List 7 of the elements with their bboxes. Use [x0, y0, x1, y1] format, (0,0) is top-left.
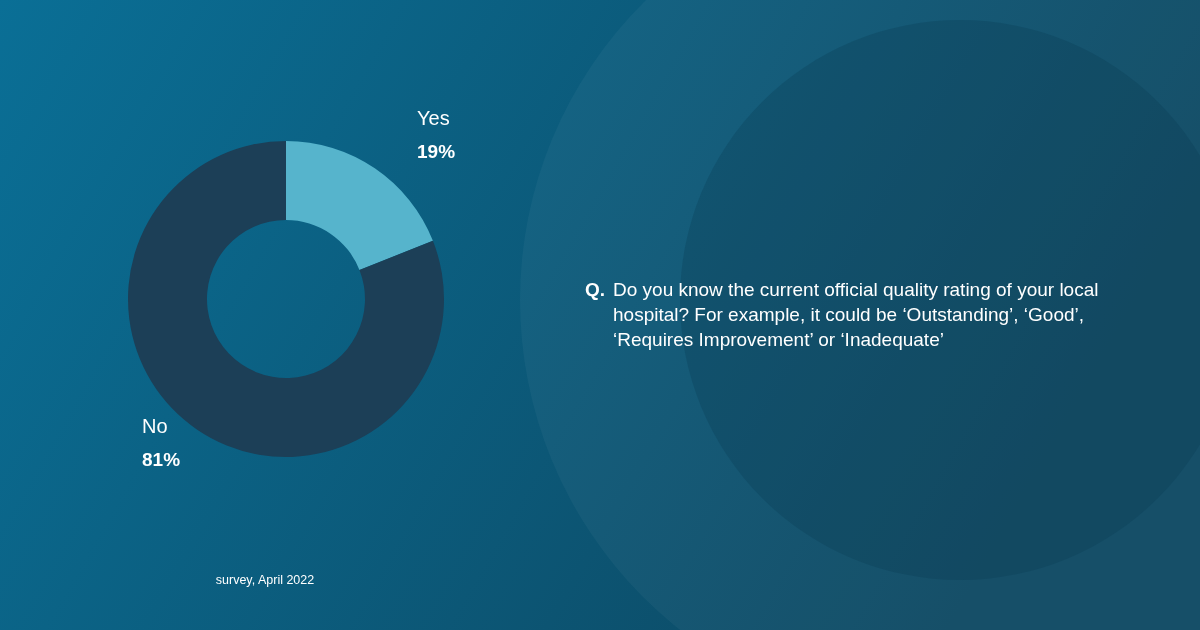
text: Do you know the current official quality rating of your local hospital? For example, it could be ‘Outstanding’, ‘Good’, ‘Requires Improvement’ or ‘Inadequate’	[613, 279, 1099, 350]
slice-label: Yes	[417, 107, 450, 129]
data-label: 19%	[417, 141, 456, 162]
slice-label: No	[142, 415, 168, 437]
data-label: 81%	[142, 449, 181, 470]
text: survey, April 2022	[215, 573, 315, 587]
text: Q.	[585, 279, 606, 300]
